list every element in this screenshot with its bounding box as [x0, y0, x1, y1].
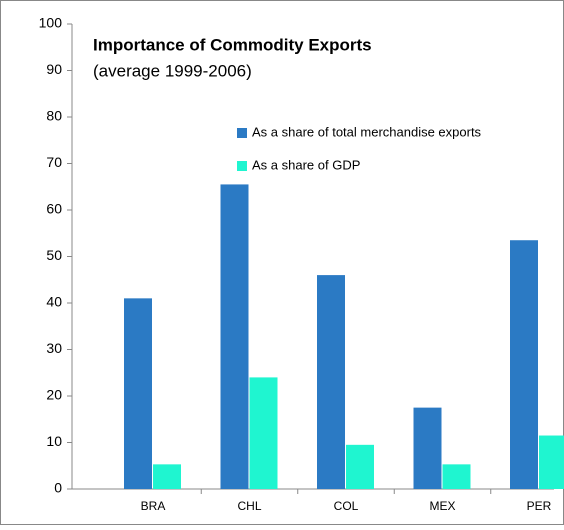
y-tick-label: 60 — [46, 201, 62, 217]
legend-swatch — [237, 161, 247, 171]
y-tick-label: 100 — [39, 15, 63, 31]
bar — [442, 464, 471, 489]
y-tick-label: 90 — [46, 61, 62, 77]
chart-title: Importance of Commodity Exports — [93, 35, 372, 54]
legend-swatch — [237, 128, 247, 138]
bar — [220, 184, 249, 490]
bar — [249, 377, 278, 489]
bar — [510, 240, 538, 489]
bar — [413, 407, 442, 489]
bar — [124, 298, 152, 489]
bar — [539, 435, 564, 489]
x-tick-label: MEX — [429, 499, 455, 513]
x-tick-label: COL — [334, 499, 359, 513]
bar — [317, 275, 345, 489]
x-tick-label: PER — [527, 499, 552, 513]
x-tick-label: CHL — [237, 499, 261, 513]
y-tick-label: 70 — [46, 154, 62, 170]
chart-subtitle: (average 1999-2006) — [93, 61, 252, 80]
y-tick-label: 40 — [46, 294, 62, 310]
y-tick-label: 0 — [54, 480, 62, 496]
y-tick-label: 50 — [46, 247, 62, 263]
legend-label: As a share of total merchandise exports — [252, 124, 482, 139]
legend-label: As a share of GDP — [252, 157, 360, 172]
y-tick-label: 20 — [46, 387, 62, 403]
bar — [346, 444, 374, 489]
x-tick-label: BRA — [141, 499, 166, 513]
bar — [153, 464, 181, 489]
y-tick-label: 10 — [46, 433, 62, 449]
y-tick-label: 30 — [46, 340, 62, 356]
y-tick-label: 80 — [46, 108, 62, 124]
